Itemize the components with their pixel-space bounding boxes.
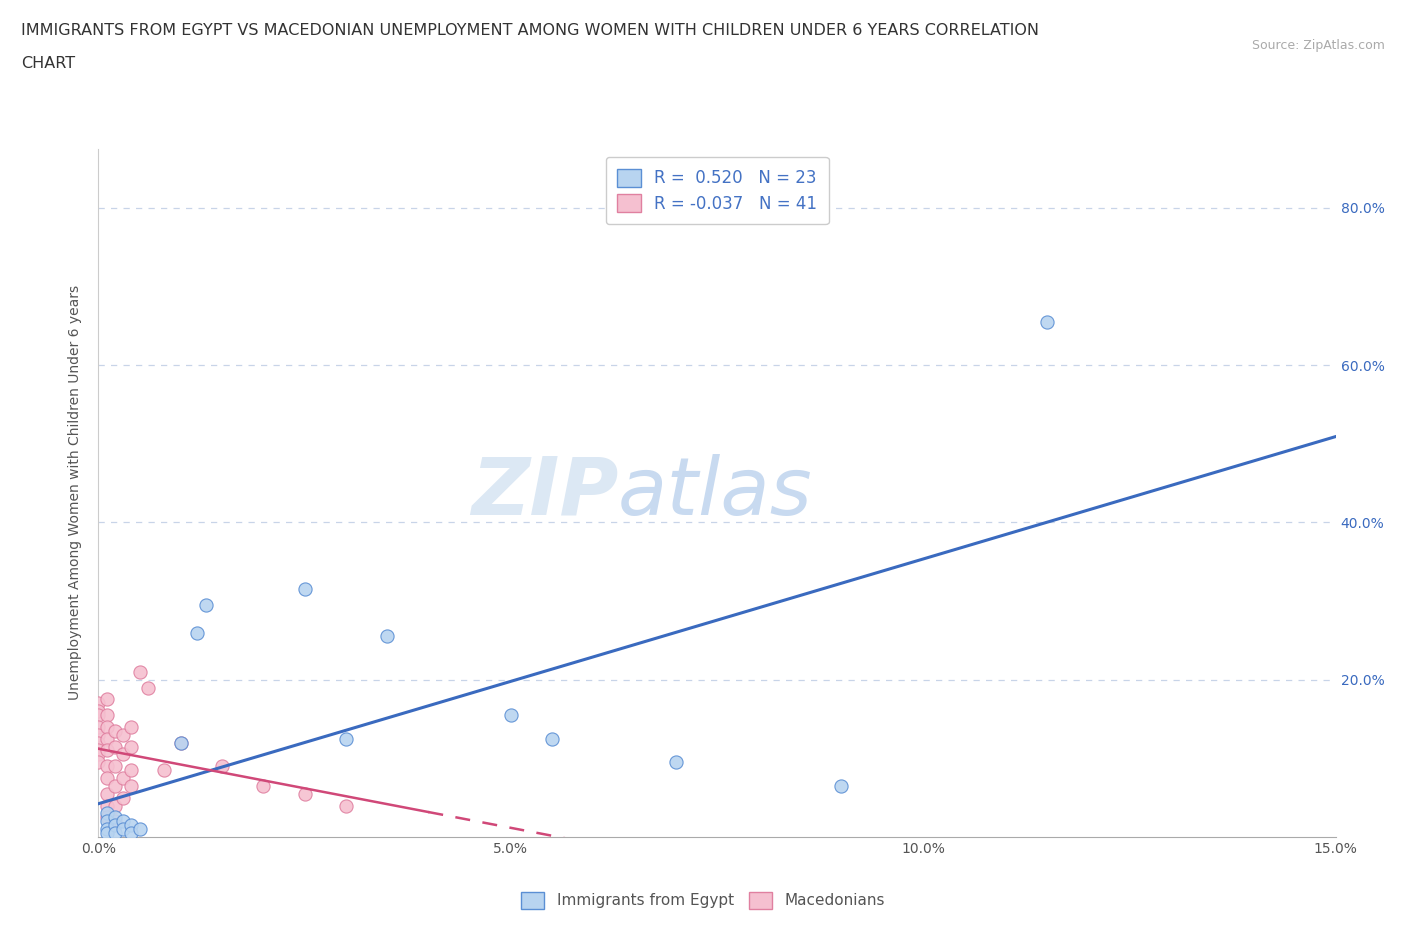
Point: [112, 747, 135, 762]
Point: [499, 708, 522, 723]
Point: [136, 680, 159, 695]
Point: [120, 763, 142, 777]
Point: [120, 826, 142, 841]
Point: [96, 798, 118, 813]
Point: [87, 727, 110, 742]
Point: [96, 786, 118, 801]
Point: [104, 759, 127, 774]
Point: [294, 786, 316, 801]
Point: [96, 826, 118, 841]
Point: [96, 743, 118, 758]
Point: [665, 755, 688, 770]
Point: [96, 810, 118, 825]
Point: [112, 814, 135, 829]
Point: [104, 814, 127, 829]
Point: [120, 720, 142, 735]
Point: [112, 771, 135, 786]
Point: [830, 778, 852, 793]
Point: [335, 731, 357, 746]
Point: [120, 739, 142, 754]
Point: [87, 755, 110, 770]
Point: [96, 806, 118, 821]
Point: [211, 759, 233, 774]
Point: [96, 822, 118, 837]
Point: [335, 798, 357, 813]
Point: [104, 826, 127, 841]
Point: [170, 736, 193, 751]
Point: [87, 736, 110, 751]
Text: atlas: atlas: [619, 454, 813, 532]
Point: [170, 736, 193, 751]
Point: [87, 704, 110, 719]
Point: [96, 708, 118, 723]
Point: [294, 582, 316, 597]
Text: CHART: CHART: [21, 56, 75, 71]
Point: [104, 739, 127, 754]
Legend: Immigrants from Egypt, Macedonians: Immigrants from Egypt, Macedonians: [512, 883, 894, 918]
Text: ZIP: ZIP: [471, 454, 619, 532]
Text: Source: ZipAtlas.com: Source: ZipAtlas.com: [1251, 39, 1385, 52]
Point: [104, 724, 127, 738]
Legend: R =  0.520   N = 23, R = -0.037   N = 41: R = 0.520 N = 23, R = -0.037 N = 41: [606, 157, 828, 224]
Point: [128, 822, 150, 837]
Point: [1036, 314, 1059, 329]
Point: [87, 720, 110, 735]
Point: [112, 790, 135, 805]
Point: [375, 629, 398, 644]
Point: [96, 759, 118, 774]
Point: [120, 778, 142, 793]
Point: [96, 692, 118, 707]
Point: [541, 731, 564, 746]
Point: [87, 743, 110, 758]
Point: [112, 727, 135, 742]
Point: [96, 771, 118, 786]
Point: [104, 778, 127, 793]
Point: [87, 708, 110, 723]
Point: [194, 598, 217, 613]
Point: [252, 778, 274, 793]
Y-axis label: Unemployment Among Women with Children Under 6 years: Unemployment Among Women with Children U…: [69, 286, 83, 700]
Point: [87, 747, 110, 762]
Point: [104, 810, 127, 825]
Point: [112, 822, 135, 837]
Point: [128, 664, 150, 679]
Point: [186, 625, 208, 640]
Point: [104, 798, 127, 813]
Point: [104, 817, 127, 832]
Point: [96, 814, 118, 829]
Point: [120, 817, 142, 832]
Point: [96, 720, 118, 735]
Text: IMMIGRANTS FROM EGYPT VS MACEDONIAN UNEMPLOYMENT AMONG WOMEN WITH CHILDREN UNDER: IMMIGRANTS FROM EGYPT VS MACEDONIAN UNEM…: [21, 23, 1039, 38]
Point: [87, 696, 110, 711]
Point: [96, 731, 118, 746]
Point: [153, 763, 176, 777]
